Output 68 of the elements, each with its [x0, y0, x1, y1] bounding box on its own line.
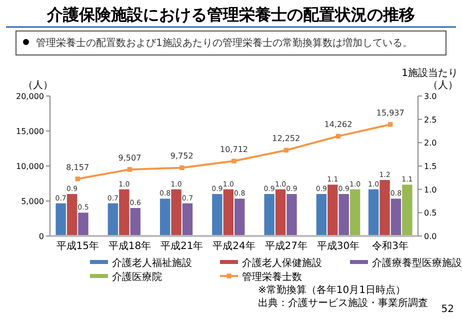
- point: [180, 165, 184, 170]
- point: [127, 167, 132, 172]
- y-tick-label: 10,000: [16, 162, 44, 171]
- y2-tick-label: 2.5: [424, 115, 437, 124]
- data-label: 8,157: [66, 162, 90, 172]
- bar: [328, 184, 338, 236]
- bar: [316, 194, 327, 236]
- text: ※常勤換算（各年10月1日時点）: [258, 284, 406, 296]
- bar: [390, 198, 402, 236]
- x-tick-label: 平成30年: [316, 240, 360, 252]
- legend-label: 介護老人福祉施設: [112, 257, 192, 269]
- y-tick-label: 5,000: [21, 197, 44, 206]
- data-label: 15,937: [376, 108, 404, 118]
- x-tick-label: 平成15年: [56, 240, 99, 252]
- x-tick-label: 平成21年: [160, 240, 204, 252]
- chart-subtitle: 管理栄養士の配置数および1施設あたりの管理栄養士の常勤換算数は増加している。: [36, 37, 412, 49]
- y2-tick-label: 0.0: [424, 232, 437, 241]
- bar: [119, 189, 130, 236]
- bar: [264, 194, 274, 236]
- y-axis-title: （人）: [23, 80, 53, 91]
- y2-tick-label: 2.0: [424, 138, 437, 148]
- bar: [380, 180, 390, 236]
- bar: [402, 184, 412, 236]
- data-label: 10,712: [220, 145, 248, 154]
- bar: [275, 189, 286, 236]
- point: [232, 158, 236, 164]
- bar: [286, 194, 297, 236]
- chart-title: 介護保険施設における管理栄養士の配置状況の推移: [46, 5, 415, 24]
- y-tick-label: 0: [38, 232, 44, 241]
- bar: [350, 189, 360, 236]
- point: [284, 148, 288, 153]
- bar: [368, 189, 379, 236]
- bar: [130, 208, 140, 236]
- data-label: 9,507: [118, 153, 142, 162]
- legend-label: 管理栄養士数: [242, 271, 302, 283]
- y2-tick-label: 1.5: [424, 162, 437, 171]
- y2-tick-label: 1.0: [424, 185, 437, 194]
- source-note: 出典：介護サービス施設・事業所調査: [258, 297, 428, 309]
- bar: [108, 203, 118, 236]
- x-tick-label: 平成27年: [264, 240, 308, 252]
- bar: [223, 189, 234, 236]
- bar: [56, 203, 66, 236]
- bar: [78, 212, 88, 236]
- data-label: 14,262: [324, 120, 352, 130]
- y2-axis-title: 1施設当たり（人）: [402, 67, 458, 91]
- legend-label: 介護療養型医療施設: [372, 257, 462, 269]
- x-tick-label: 令和3年: [372, 240, 409, 252]
- data-label: 9,752: [170, 152, 194, 161]
- bar: [160, 198, 170, 236]
- legend-label: 介護老人保健施設: [242, 257, 322, 269]
- legend-label: 介護医療院: [112, 271, 162, 283]
- point: [336, 134, 341, 139]
- x-tick-label: 平成24年: [212, 240, 256, 252]
- bar: [338, 194, 349, 236]
- bar: [171, 189, 182, 236]
- y-tick-label: 15,000: [16, 127, 44, 136]
- y2-tick-label: 0.5: [424, 208, 437, 218]
- x-tick-label: 平成18年: [108, 240, 152, 252]
- bar: [234, 198, 245, 236]
- bar: [212, 194, 222, 236]
- point: [388, 122, 393, 127]
- point: [75, 176, 80, 182]
- bar: [66, 194, 78, 236]
- y2-tick-label: 3.0: [424, 92, 437, 101]
- y-tick-label: 20,000: [16, 92, 44, 101]
- data-label: 12,252: [272, 134, 300, 144]
- bar: [182, 203, 193, 236]
- text: 52: [441, 304, 454, 315]
